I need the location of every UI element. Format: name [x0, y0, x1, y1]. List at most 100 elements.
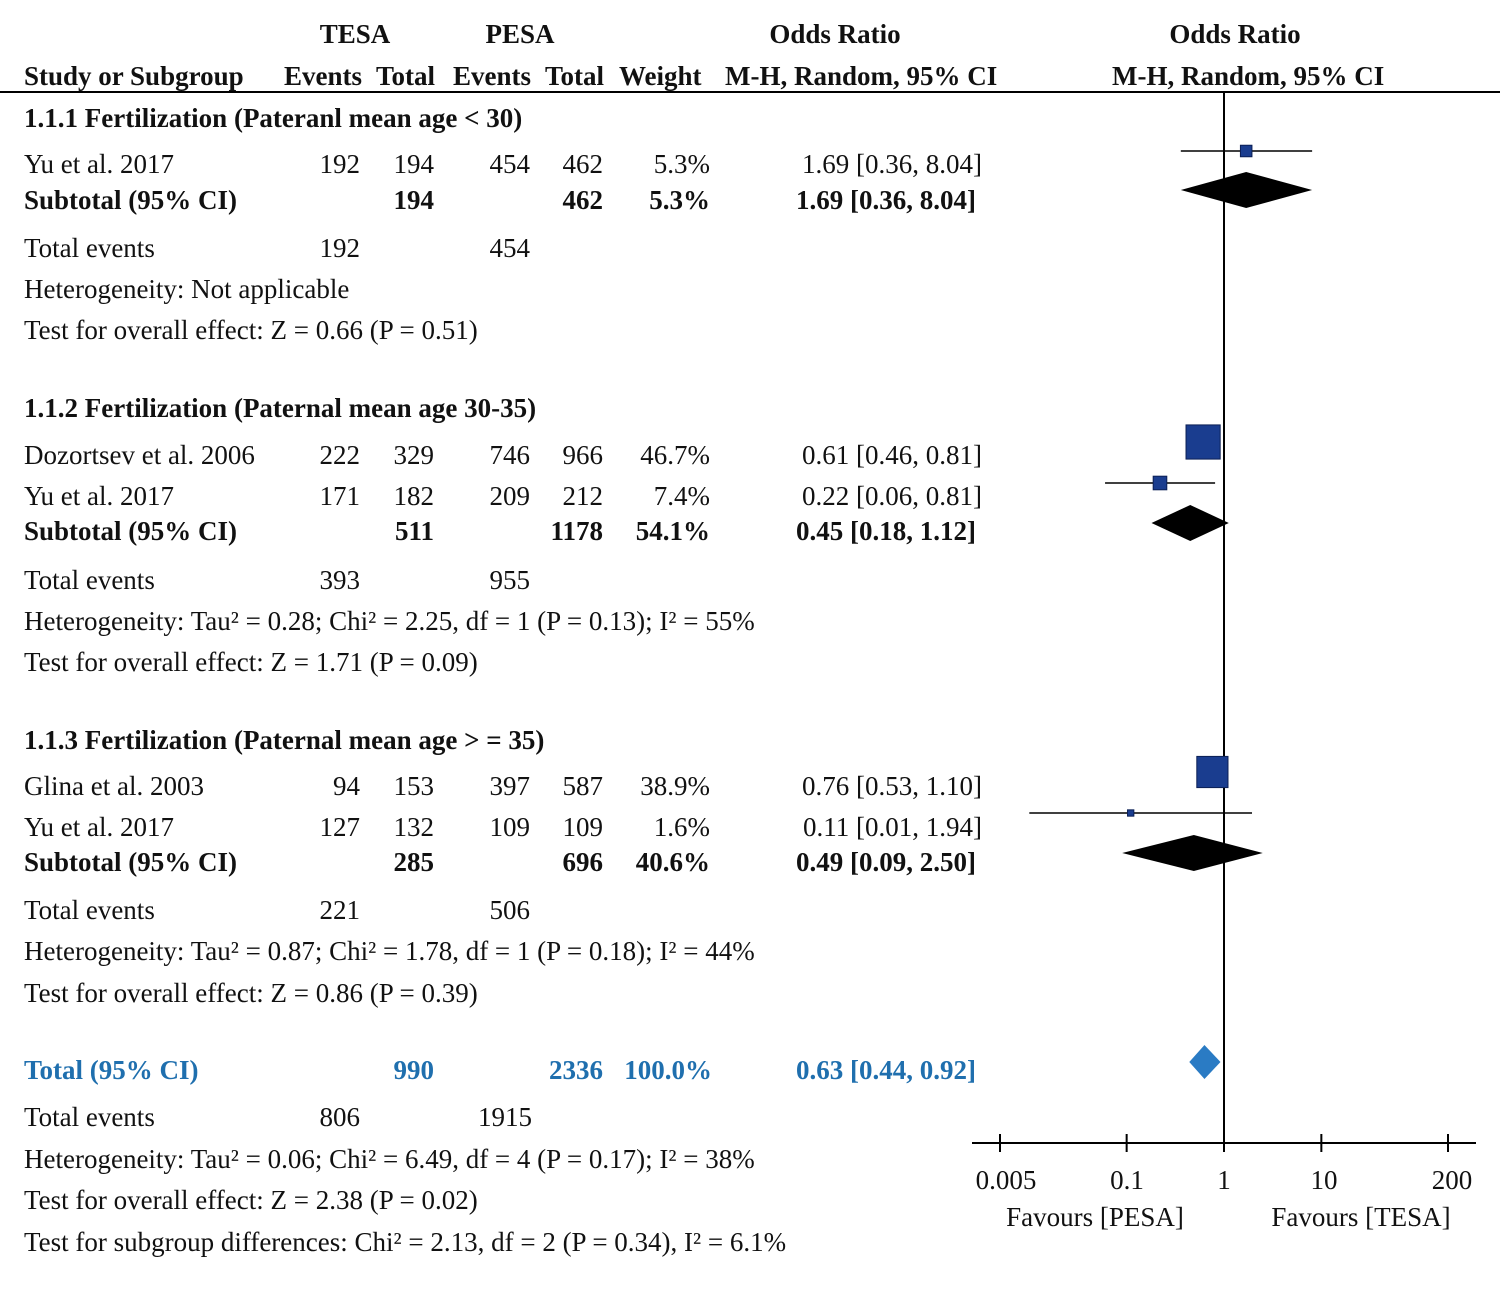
- total-events-tesa: 393: [319, 565, 361, 595]
- weight-value: 1.6%: [653, 812, 710, 842]
- total-events-label: Total events: [24, 1102, 155, 1132]
- study-name: Glina et al. 2003: [24, 771, 204, 801]
- tick-label: 10: [1310, 1165, 1338, 1195]
- total-pesa-total: 2336: [549, 1055, 603, 1085]
- or-ci-value: 0.61 [0.46, 0.81]: [802, 440, 982, 470]
- subtotal-tesa-total: 194: [393, 185, 435, 215]
- total-weight: 100.0%: [624, 1055, 712, 1085]
- pesa-events: 109: [489, 812, 531, 842]
- heterogeneity-text: Heterogeneity: Not applicable: [24, 274, 350, 304]
- pesa-total: 109: [562, 812, 604, 842]
- subtotal-tesa-total: 285: [393, 847, 435, 877]
- total-events-label: Total events: [24, 233, 155, 263]
- or-ci-value: 0.76 [0.53, 1.10]: [802, 771, 982, 801]
- total-events-pesa: 506: [489, 895, 531, 925]
- study-column-header: Study or Subgroup: [24, 61, 244, 91]
- or-ci-value: 0.22 [0.06, 0.81]: [802, 481, 982, 511]
- total-events-tesa: 221: [319, 895, 361, 925]
- total-events-tesa: 192: [319, 233, 361, 263]
- weight-value: 5.3%: [653, 149, 710, 179]
- tesa-total: 153: [393, 771, 435, 801]
- subtotal-weight: 5.3%: [649, 185, 710, 215]
- tick-label: 1: [1217, 1165, 1231, 1195]
- total-events-pesa: 955: [489, 565, 531, 595]
- subtotal-or-ci: 0.49 [0.09, 2.50]: [796, 847, 976, 877]
- total-tesa-total: 990: [393, 1055, 435, 1085]
- pesa-total: 966: [562, 440, 604, 470]
- tesa-events: 171: [319, 481, 361, 511]
- overall-effect-text: Test for overall effect: Z = 0.66 (P = 0…: [24, 315, 478, 345]
- tesa-events-header: Events: [284, 61, 363, 91]
- study-marker: [1185, 424, 1221, 460]
- pesa-events-header: Events: [453, 61, 532, 91]
- overall-effect-text: Test for overall effect: Z = 0.86 (P = 0…: [24, 978, 478, 1008]
- weight-value: 38.9%: [640, 771, 710, 801]
- weight-value: 7.4%: [653, 481, 710, 511]
- subtotal-weight: 40.6%: [635, 847, 710, 877]
- heterogeneity-text: Heterogeneity: Tau² = 0.87; Chi² = 1.78,…: [24, 936, 755, 966]
- subtotal-diamond: [1180, 172, 1313, 208]
- total-label: Total (95% CI): [24, 1055, 199, 1085]
- pesa-total: 587: [562, 771, 604, 801]
- pesa-events: 397: [489, 771, 531, 801]
- total-events-label: Total events: [24, 895, 155, 925]
- subtotal-pesa-total: 696: [562, 847, 604, 877]
- study-marker: [1152, 475, 1168, 491]
- subgroup-3-title: 1.1.3 Fertilization (Paternal mean age >…: [24, 725, 545, 755]
- study-name: Dozortsev et al. 2006: [24, 440, 255, 470]
- tesa-total-header: Total: [376, 61, 436, 91]
- study-name: Yu et al. 2017: [24, 812, 174, 842]
- heterogeneity-text: Heterogeneity: Tau² = 0.06; Chi² = 6.49,…: [24, 1144, 755, 1174]
- total-events-label: Total events: [24, 565, 155, 595]
- weight-header: Weight: [619, 61, 702, 91]
- study-marker: [1239, 144, 1253, 158]
- tesa-events: 192: [319, 149, 361, 179]
- subgroup-differences-text: Test for subgroup differences: Chi² = 2.…: [24, 1227, 787, 1257]
- header-rule: [0, 91, 1500, 93]
- or-title-right: Odds Ratio: [1169, 19, 1301, 49]
- subgroup-1-title: 1.1.1 Fertilization (Pateranl mean age <…: [24, 103, 523, 133]
- tick-label: 0.1: [1110, 1165, 1144, 1195]
- tesa-total: 329: [393, 440, 435, 470]
- weight-value: 46.7%: [640, 440, 710, 470]
- overall-diamond: [1189, 1045, 1221, 1079]
- tesa-total: 182: [393, 481, 435, 511]
- study-name: Yu et al. 2017: [24, 481, 174, 511]
- heterogeneity-text: Heterogeneity: Tau² = 0.28; Chi² = 2.25,…: [24, 606, 755, 636]
- tesa-total: 194: [393, 149, 435, 179]
- pesa-total-header: Total: [545, 61, 605, 91]
- favours-pesa-label: Favours [PESA]: [1006, 1202, 1184, 1232]
- subtotal-pesa-total: 462: [562, 185, 604, 215]
- favours-tesa-label: Favours [TESA]: [1271, 1202, 1451, 1232]
- method-header-left: M-H, Random, 95% CI: [725, 61, 998, 91]
- or-ci-value: 1.69 [0.36, 8.04]: [802, 149, 982, 179]
- subtotal-label: Subtotal (95% CI): [24, 516, 238, 546]
- subtotal-diamond: [1122, 835, 1263, 871]
- subgroup-2-title: 1.1.2 Fertilization (Paternal mean age 3…: [24, 393, 537, 423]
- pesa-group-header: PESA: [485, 19, 555, 49]
- overall-effect-text: Test for overall effect: Z = 1.71 (P = 0…: [24, 647, 478, 677]
- study-marker: [1196, 755, 1229, 789]
- study-name: Yu et al. 2017: [24, 149, 174, 179]
- pesa-total: 462: [562, 149, 604, 179]
- subtotal-or-ci: 0.45 [0.18, 1.12]: [796, 516, 976, 546]
- tesa-events: 222: [319, 440, 361, 470]
- subtotal-diamond: [1151, 505, 1229, 541]
- total-or-ci: 0.63 [0.44, 0.92]: [796, 1055, 976, 1085]
- method-header-right: M-H, Random, 95% CI: [1112, 61, 1385, 91]
- tesa-events: 127: [319, 812, 361, 842]
- or-title-left: Odds Ratio: [769, 19, 901, 49]
- subtotal-label: Subtotal (95% CI): [24, 847, 238, 877]
- subtotal-label: Subtotal (95% CI): [24, 185, 238, 215]
- subtotal-or-ci: 1.69 [0.36, 8.04]: [796, 185, 976, 215]
- subtotal-tesa-total: 511: [394, 516, 434, 546]
- tick-label: 0.005: [975, 1165, 1037, 1195]
- tesa-group-header: TESA: [319, 19, 391, 49]
- tick-label: 200: [1431, 1165, 1473, 1195]
- tesa-total: 132: [393, 812, 435, 842]
- tesa-events: 94: [333, 771, 360, 801]
- pesa-events: 209: [489, 481, 531, 511]
- total-events-pesa: 454: [489, 233, 531, 263]
- total-events-tesa: 806: [319, 1102, 361, 1132]
- pesa-total: 212: [562, 481, 604, 511]
